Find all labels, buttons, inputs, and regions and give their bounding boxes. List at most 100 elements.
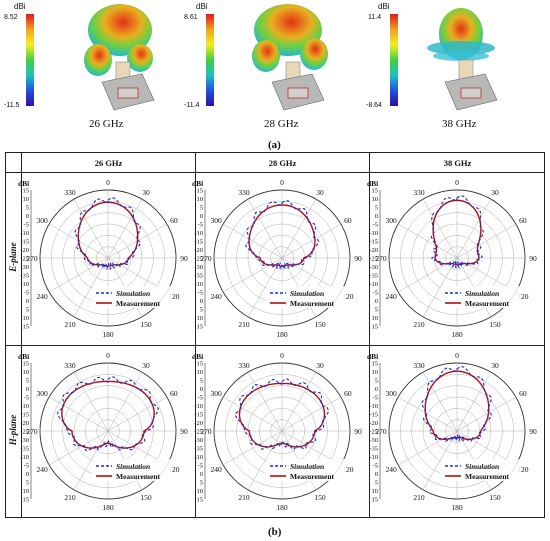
polar-radial-tick: 15 [23, 497, 30, 504]
polar-radial-tick: -35 [20, 273, 29, 280]
polar-angle-label: 300 [386, 389, 398, 398]
polar-angle-label: 30 [142, 361, 150, 370]
polar-spoke [73, 371, 109, 432]
legend-measurement: Measurement [116, 299, 161, 308]
polar-spoke [422, 371, 458, 432]
polar-angle-label: 210 [413, 493, 425, 502]
polar-radial-tick: 15 [197, 324, 204, 331]
polar-angle-label: 150 [314, 320, 326, 329]
polar-angle-label: 300 [37, 389, 49, 398]
polar-angle-label: 60 [344, 216, 352, 225]
polar-angle-label: 60 [519, 389, 527, 398]
colorbar-min-3: -8.64 [366, 102, 382, 109]
polar-spoke [73, 198, 109, 259]
polar-radial-tick: 15 [197, 497, 204, 504]
polar-radial-tick: -10 [369, 403, 378, 410]
polar-angle-label: 120 [517, 465, 529, 474]
polar-radial-tick: 10 [372, 196, 379, 203]
polar-angle-label: 180 [102, 503, 114, 512]
polar-plot-h-plane-28ghz: 0306090120150180210240270300330151050-5-… [192, 351, 362, 512]
polar-angle-label: 180 [451, 503, 463, 512]
polar-radial-tick: -15 [369, 239, 378, 246]
polar-radial-tick: 0 [375, 471, 378, 478]
polar-radial-tick: 15 [197, 361, 204, 368]
polar-angle-label: 90 [529, 427, 537, 436]
polar-angle-label: 60 [519, 216, 527, 225]
polar-radial-tick: -10 [20, 454, 29, 461]
polar-spoke [247, 198, 283, 259]
polar-angle-label: 90 [180, 254, 188, 263]
polar-radial-tick: -10 [194, 230, 203, 237]
polar-angle-label: 30 [316, 361, 324, 370]
polar-radial-tick: -5 [198, 463, 203, 470]
polar-radial-tick: 5 [26, 307, 29, 314]
polar-radial-tick: 15 [23, 188, 30, 195]
polar-spoke [48, 396, 109, 432]
polar-radial-tick: -15 [194, 239, 203, 246]
polar-radial-tick: -30 [369, 264, 378, 271]
polar-radial-tick: -35 [369, 446, 378, 453]
polar-spoke [281, 198, 317, 259]
polar-angle-label: 330 [413, 188, 425, 197]
polar-angle-label: 150 [314, 493, 326, 502]
col-header-26ghz: 26 GHz [94, 158, 123, 168]
polar-spoke [107, 198, 143, 259]
polar-spoke [48, 430, 109, 466]
col-header-38ghz: 38 GHz [443, 158, 472, 168]
polar-radial-tick: -30 [20, 437, 29, 444]
polar-plot-h-plane-26ghz: 0306090120150180210240270300330151050-5-… [18, 351, 188, 512]
polar-spoke [222, 223, 283, 259]
polar-angle-label: 330 [413, 361, 425, 370]
polar-unit-label: dBi [18, 179, 29, 188]
polar-spoke [107, 371, 143, 432]
polar-angle-label: 180 [276, 330, 288, 339]
polar-radial-tick: -10 [194, 403, 203, 410]
table-row-rule [5, 345, 545, 346]
polar-radial-tick: -5 [373, 222, 378, 229]
legend-simulation: Simulation [465, 289, 499, 298]
polar-angle-label: 60 [170, 216, 178, 225]
legend-simulation: Simulation [290, 289, 324, 298]
caption-28ghz-3d: 28 GHz [264, 118, 299, 130]
colorbar-min-1: -11.5 [4, 102, 20, 109]
colorbar-max-1: 8.52 [4, 14, 18, 21]
polar-unit-label: dBi [18, 352, 29, 361]
polar-radial-tick: -15 [194, 412, 203, 419]
polar-angle-label: 150 [140, 320, 152, 329]
polar-angle-label: 90 [354, 254, 362, 263]
polar-angle-label: 210 [64, 320, 76, 329]
polar-unit-label: dBi [192, 352, 203, 361]
polar-angle-label: 0 [106, 351, 110, 360]
colorbar-unit-3: dBi [378, 2, 390, 11]
polar-radial-tick: -30 [369, 437, 378, 444]
polar-radial-tick: -10 [194, 281, 203, 288]
polar-angle-label: 30 [316, 188, 324, 197]
polar-radial-tick: -5 [24, 463, 29, 470]
polar-unit-label: dBi [367, 179, 378, 188]
polar-radial-tick: 0 [26, 213, 29, 220]
polar-angle-label: 240 [37, 465, 49, 474]
simulation-curve [421, 366, 493, 442]
antenna-pattern-3d-1 [84, 4, 155, 111]
polar-radial-tick: -10 [20, 230, 29, 237]
polar-radial-tick: -10 [369, 230, 378, 237]
antenna-pattern-3d-3 [427, 8, 498, 111]
caption-26ghz-3d: 26 GHz [89, 118, 124, 130]
polar-spoke [281, 371, 317, 432]
polar-radial-tick: -20 [194, 420, 203, 427]
polar-angle-label: 270 [26, 254, 38, 263]
polar-spoke [397, 430, 458, 466]
polar-radial-tick: 0 [200, 213, 203, 220]
colorbar-max-3: 11.4 [368, 14, 382, 21]
polar-angle-label: 0 [280, 178, 284, 187]
polar-radial-tick: 10 [372, 315, 379, 322]
legend-simulation: Simulation [465, 462, 499, 471]
polar-radial-tick: -10 [369, 454, 378, 461]
measurement-curve [432, 199, 482, 266]
polar-radial-tick: -35 [194, 273, 203, 280]
polar-angle-label: 330 [64, 188, 76, 197]
polar-spoke [456, 371, 492, 432]
polar-angle-label: 150 [489, 320, 501, 329]
polar-radial-tick: -25 [20, 429, 29, 436]
